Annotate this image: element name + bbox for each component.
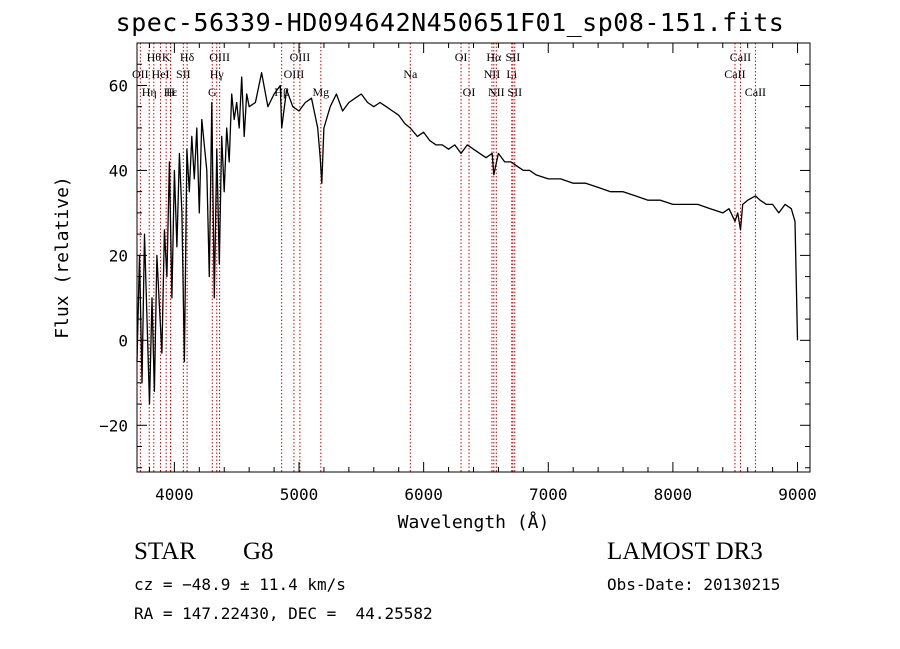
x-axis: 4000 5000 6000 7000 8000 9000	[148, 43, 817, 504]
x-tick-label: 8000	[654, 485, 693, 504]
spectral-line-label: OIII	[209, 50, 230, 64]
spectral-lines-layer	[139, 43, 756, 472]
spectral-line-label: SII	[507, 85, 522, 99]
spectral-line-label: Hα	[486, 50, 502, 64]
spectral-line-label: K	[162, 50, 171, 64]
spectral-line-label: OI	[455, 50, 468, 64]
spectral-line-label: Li	[506, 67, 517, 81]
object-class: STAR	[134, 538, 196, 565]
x-tick-label: 6000	[404, 485, 443, 504]
spectral-line-label: OIII	[284, 67, 305, 81]
y-tick-label: 0	[118, 331, 128, 350]
survey-name: LAMOST DR3	[607, 538, 763, 565]
coordinates: RA = 147.22430, DEC = 44.25582	[134, 604, 433, 623]
series-layer	[136, 72, 799, 405]
object-subclass: G8	[243, 538, 274, 565]
x-tick-label: 5000	[280, 485, 319, 504]
x-tick-label: 4000	[155, 485, 194, 504]
y-tick-label: 60	[109, 76, 128, 95]
spectral-line-label: Hγ	[210, 67, 225, 81]
spectral-line-label: G	[208, 85, 217, 99]
chart-title: spec-56339-HD094642N450651F01_sp08-151.f…	[115, 8, 785, 37]
spectral-line-label: Hε	[164, 85, 178, 99]
spectrum-line	[136, 72, 799, 405]
x-tick-label: 9000	[778, 485, 817, 504]
spectral-line-label: OII	[132, 67, 149, 81]
spectral-line-label: Hδ	[180, 50, 195, 64]
spectral-line-label: Hθ	[147, 50, 162, 64]
spectral-line-label: OIII	[290, 50, 311, 64]
observation-date: Obs-Date: 20130215	[607, 575, 781, 594]
y-axis: −20 0 20 40 60	[99, 42, 810, 469]
spectral-line-label: NII	[488, 85, 505, 99]
plot-frame	[136, 42, 811, 473]
spectral-line-label: SII	[506, 50, 521, 64]
y-axis-label: Flux (relative)	[52, 176, 73, 339]
spectral-labels-layer: OIIHηHθHeIKHHεSIIHδGHγOIIIHβOIIIOIIIMgNa…	[132, 50, 766, 99]
spectral-line-label: CaII	[730, 50, 751, 64]
spectral-line-label: CaII	[724, 67, 745, 81]
spectral-line-label: OI	[463, 85, 476, 99]
spectral-line-label: Na	[403, 67, 418, 81]
spectral-line-label: Hη	[142, 85, 157, 99]
spectral-line-label: H	[166, 85, 175, 99]
spectral-line-label: NII	[484, 67, 501, 81]
x-axis-label: Wavelength (Å)	[398, 511, 550, 533]
spectral-line-label: CaII	[745, 85, 766, 99]
spectral-line-label: SII	[176, 67, 191, 81]
y-tick-label: −20	[99, 416, 128, 435]
spectral-line-label: HeI	[152, 67, 170, 81]
spectral-line-label: Mg	[312, 85, 329, 99]
redshift-cz: cz = −48.9 ± 11.4 km/s	[134, 575, 346, 594]
y-tick-label: 20	[109, 246, 128, 265]
x-tick-label: 7000	[529, 485, 568, 504]
y-tick-label: 40	[109, 161, 128, 180]
